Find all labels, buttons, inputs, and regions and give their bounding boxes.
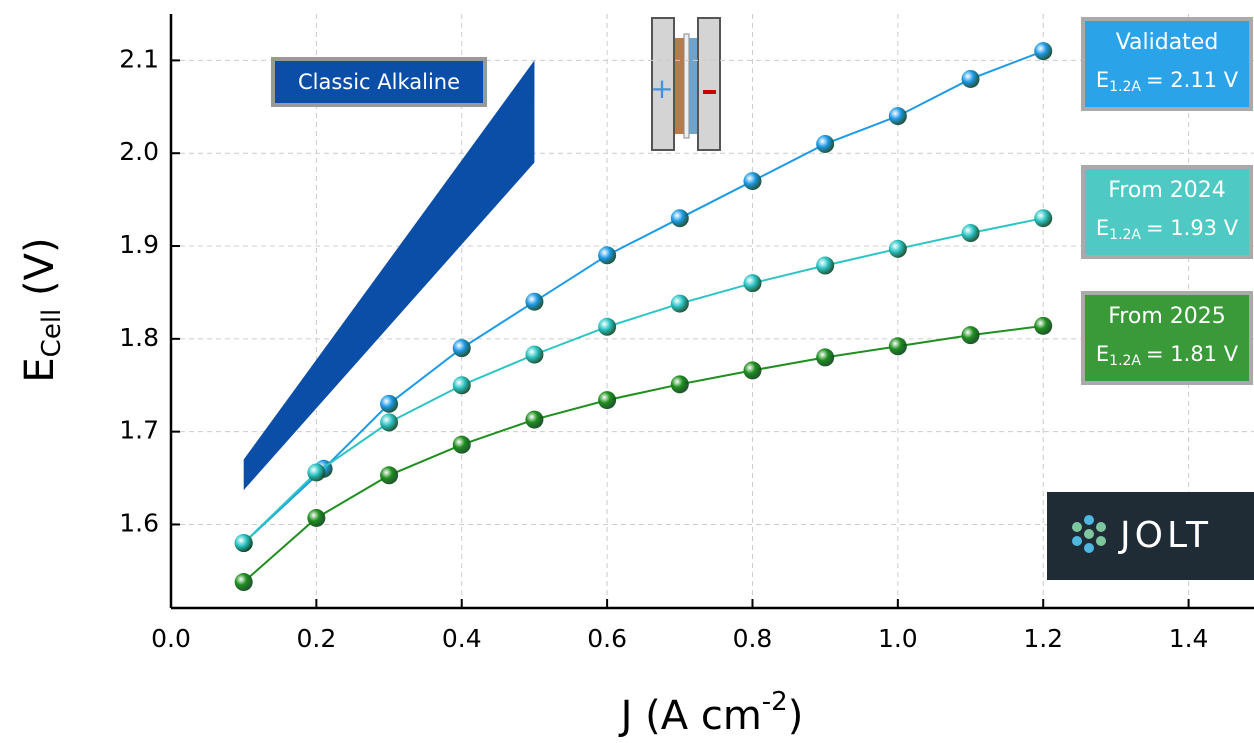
- logo-icon-dot: [1084, 515, 1094, 525]
- series-line: [242, 217, 1044, 544]
- data-point: [598, 391, 617, 410]
- legend-name: From 2025: [1108, 304, 1226, 329]
- annotation-symbol: E: [1096, 342, 1109, 366]
- y-tick-label: 2.1: [119, 44, 159, 73]
- annotation-text: = 1.81 V: [1146, 342, 1239, 366]
- y-label-sub: Cell: [37, 309, 67, 358]
- legend-box: [1081, 291, 1253, 385]
- data-point: [234, 573, 253, 592]
- logo-icon-dot: [1072, 522, 1082, 532]
- legend-annotation: E1.2A = 2.11 V: [1096, 68, 1239, 95]
- data-point: [598, 317, 617, 336]
- data-point: [452, 435, 471, 454]
- y-label-suffix: (V): [17, 237, 63, 308]
- x-tick-label: 0.0: [151, 624, 191, 653]
- legend-annotation: E1.2A = 1.93 V: [1096, 216, 1239, 243]
- data-point: [961, 326, 980, 345]
- series-line: [243, 50, 1044, 544]
- data-point: [307, 463, 326, 482]
- data-point: [816, 134, 835, 153]
- data-point: [598, 246, 617, 265]
- data-point: [452, 339, 471, 358]
- data-point: [525, 345, 544, 364]
- y-tick-label: 2.0: [119, 137, 159, 166]
- data-point: [888, 107, 907, 126]
- data-point: [1034, 209, 1053, 228]
- data-point: [888, 239, 907, 258]
- x-tick-label: 1.0: [878, 624, 918, 653]
- data-point: [670, 294, 689, 313]
- annotation-sub: 1.2A: [1109, 353, 1141, 369]
- data-point: [1034, 42, 1053, 61]
- x-tick-label: 0.6: [587, 624, 627, 653]
- x-label-text: J (A cm: [618, 693, 762, 739]
- data-point: [380, 394, 399, 413]
- x-tick-label: 0.8: [733, 624, 773, 653]
- svg-text:+: +: [650, 72, 673, 105]
- legend-box: [1081, 165, 1253, 259]
- data-point: [743, 361, 762, 380]
- annotation-text: = 1.93 V: [1146, 216, 1239, 240]
- data-point: [234, 534, 253, 553]
- data-point: [670, 209, 689, 228]
- band-label: Classic Alkaline: [298, 70, 460, 94]
- legend-box: [1081, 17, 1253, 111]
- logo-icon-dot: [1096, 522, 1106, 532]
- annotation-text: = 2.11 V: [1146, 68, 1239, 92]
- x-tick-label: 0.4: [442, 624, 482, 653]
- y-label-text: E: [17, 357, 63, 382]
- band-label-box: [271, 57, 487, 107]
- data-point: [380, 466, 399, 485]
- x-label-suffix: ): [788, 693, 804, 739]
- data-point: [525, 410, 544, 429]
- legend-annotation: E1.2A = 1.81 V: [1096, 342, 1239, 369]
- data-point: [743, 172, 762, 191]
- x-tick-label: 0.2: [296, 624, 336, 653]
- data-point: [525, 292, 544, 311]
- y-axis-label: ECell (V): [17, 237, 67, 382]
- annotation-symbol: E: [1096, 216, 1109, 240]
- data-point: [307, 508, 326, 527]
- cell-icon: +: [650, 17, 721, 151]
- logo-box: [1047, 492, 1254, 580]
- logo-icon-dot: [1096, 536, 1106, 546]
- y-tick-label: 1.6: [119, 508, 159, 537]
- data-point: [452, 376, 471, 395]
- data-point: [816, 348, 835, 367]
- annotation-symbol: E: [1096, 68, 1109, 92]
- data-point: [888, 337, 907, 356]
- data-point: [743, 274, 762, 293]
- logo-icon-dot: [1084, 543, 1094, 553]
- data-point: [1034, 316, 1053, 335]
- series-line: [243, 324, 1044, 583]
- alkaline-band: [243, 60, 535, 491]
- logo-icon-dot: [1084, 529, 1094, 539]
- data-point: [670, 375, 689, 394]
- annotation-sub: 1.2A: [1109, 79, 1141, 95]
- y-tick-label: 1.9: [119, 230, 159, 259]
- y-tick-label: 1.8: [119, 323, 159, 352]
- data-point: [816, 256, 835, 275]
- x-axis-label: J (A cm-2): [618, 687, 804, 740]
- legend-name: From 2024: [1108, 178, 1226, 203]
- data-point: [961, 224, 980, 243]
- x-tick-label: 1.4: [1169, 624, 1209, 653]
- y-tick-label: 1.7: [119, 416, 159, 445]
- legend-name: Validated: [1116, 30, 1219, 55]
- logo-text: JOLT: [1118, 515, 1212, 556]
- x-tick-label: 1.2: [1023, 624, 1063, 653]
- data-point: [961, 69, 980, 88]
- x-label-sup: -2: [762, 687, 788, 717]
- annotation-sub: 1.2A: [1109, 227, 1141, 243]
- logo-icon-dot: [1072, 536, 1082, 546]
- data-point: [380, 413, 399, 432]
